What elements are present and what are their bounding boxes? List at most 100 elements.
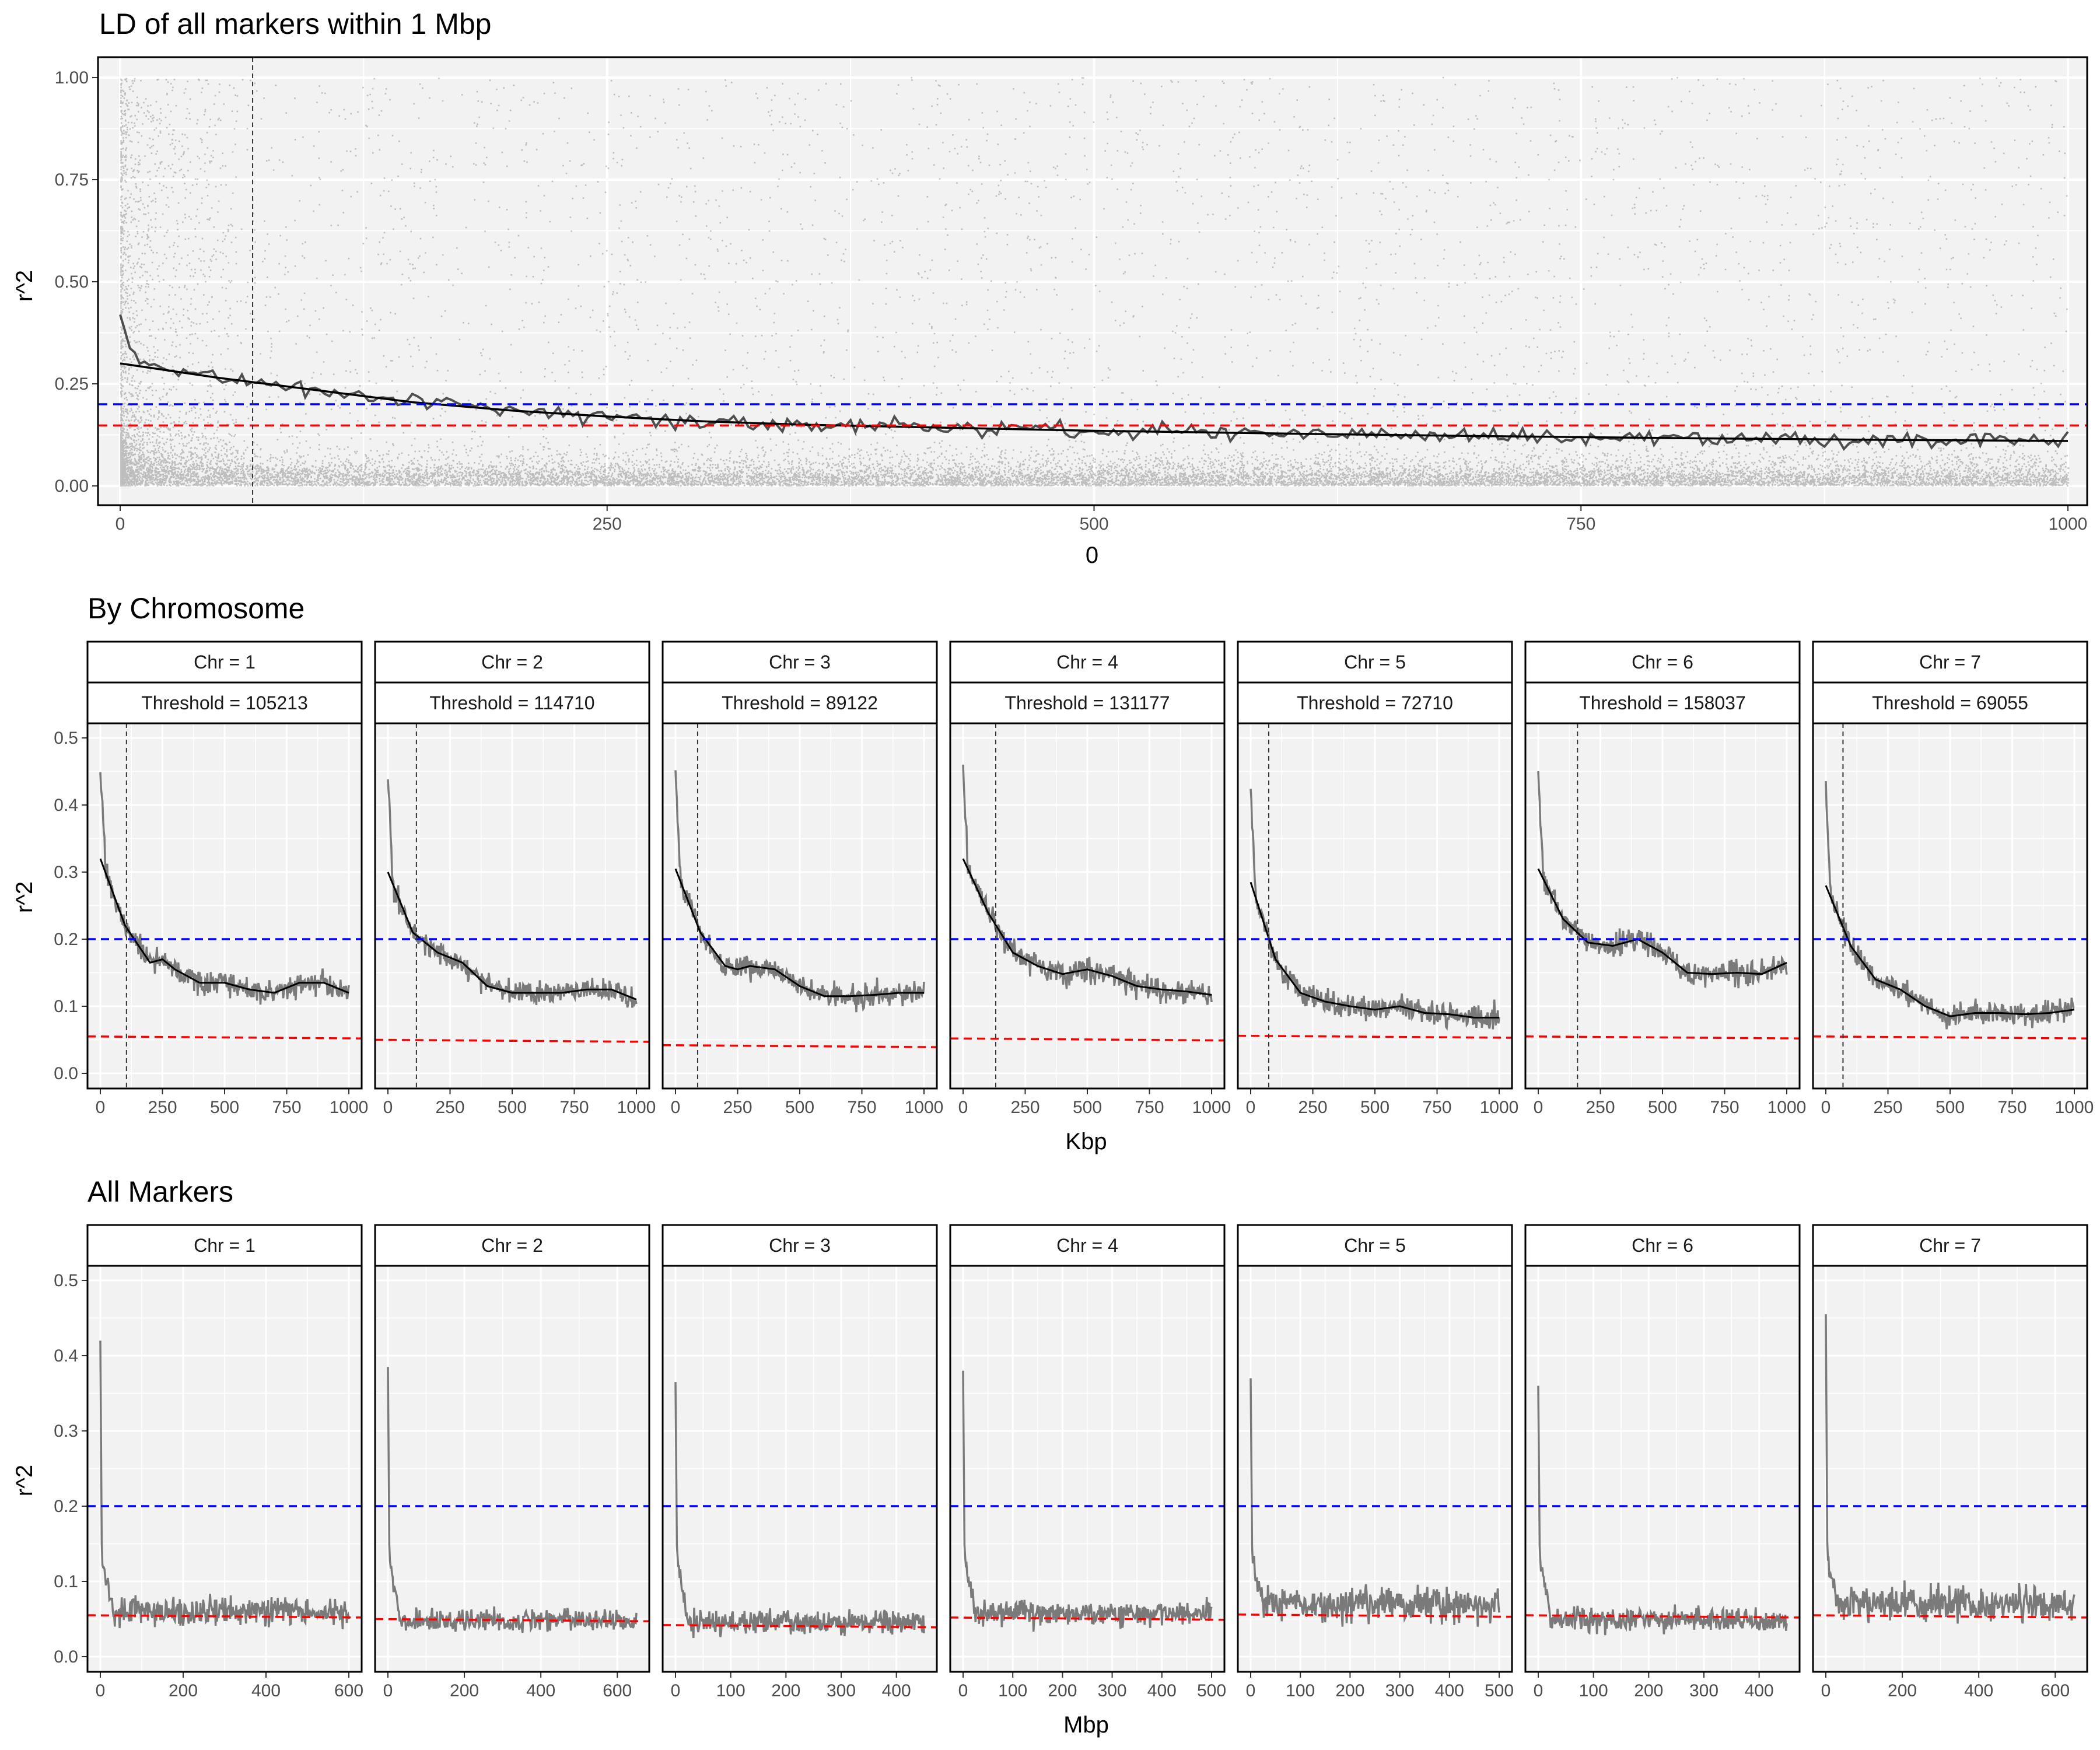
mean-r2-line (1250, 788, 1500, 1031)
x-tick-label: 0 (116, 514, 125, 534)
x-tick-label: 0 (671, 1098, 681, 1117)
facet-strip (86, 640, 363, 684)
facet-panel-6: Chr = 6 0 100 200 300 400 (1524, 1224, 1801, 1700)
x-tick-label: 500 (1073, 1098, 1102, 1117)
x-tick-label: 400 (1745, 1681, 1774, 1700)
x-tick-label: 750 (1566, 514, 1595, 534)
smooth-fit-curve (1250, 881, 1499, 1019)
panel-border (97, 56, 2088, 506)
panel-border (1524, 722, 1801, 1090)
threshold-hline-red (1525, 1614, 1800, 1619)
x-tick-label: 750 (1422, 1098, 1451, 1117)
x-tick-label: 250 (1873, 1098, 1902, 1117)
facet-strip-label: Threshold = 114710 (429, 692, 594, 713)
facet-strip (1524, 1224, 1801, 1267)
panel-border (1812, 1265, 2088, 1673)
by-chromosome-xlabel: Kbp (1065, 1129, 1107, 1154)
x-tick-label: 500 (1197, 1681, 1226, 1700)
facet-strip-label: Chr = 2 (481, 652, 543, 673)
x-tick-label: 200 (169, 1681, 198, 1700)
x-tick-label: 250 (1298, 1098, 1327, 1117)
by-chromosome-ylabel: r^2 (12, 881, 37, 913)
facet-strip-label: Chr = 5 (1344, 652, 1406, 673)
facet-panel-4: Chr = 4 Threshold = 131177 0 250 500 750 1000 (949, 640, 1231, 1117)
facet-strip (1237, 640, 1513, 684)
threshold-hline-red (374, 1038, 650, 1043)
y-tick-label: 0.75 (55, 170, 89, 190)
panel-border (949, 722, 1226, 1090)
x-tick-label: 1000 (2055, 1098, 2094, 1117)
facet-panel-4: Chr = 4 0 100 200 300 400 500 (949, 1224, 1226, 1700)
x-tick-label: 0 (96, 1098, 106, 1117)
facet-panel-5: Chr = 5 Threshold = 72710 0 250 500 750 1000 (1237, 640, 1518, 1117)
x-tick-label: 750 (1710, 1098, 1739, 1117)
facet-strip-label: Chr = 7 (1919, 1235, 1981, 1256)
threshold-hline-red (1812, 1614, 2088, 1619)
x-tick-label: 600 (603, 1681, 632, 1700)
facet-strip (86, 1224, 363, 1267)
x-tick-label: 750 (272, 1098, 301, 1117)
facet-strip-label: Chr = 2 (481, 1235, 543, 1256)
x-tick-label: 0 (958, 1098, 968, 1117)
y-tick-label: 1.00 (55, 68, 89, 88)
all-markers-title: All Markers (88, 1175, 233, 1208)
x-tick-label: 0 (96, 1681, 106, 1700)
x-tick-label: 300 (827, 1681, 856, 1700)
x-tick-label: 1000 (1192, 1098, 1231, 1117)
threshold-hline-red (662, 1044, 937, 1048)
facet-panel-3: Chr = 3 0 100 200 300 400 (662, 1224, 938, 1700)
y-tick-label: 0.00 (55, 477, 89, 496)
facet-strip-label: Threshold = 131177 (1005, 692, 1170, 713)
facet-strip-label: Chr = 7 (1919, 652, 1981, 673)
panel-border (374, 722, 650, 1090)
smooth-fit-curve (674, 868, 924, 998)
threshold-hline-red (1237, 1034, 1513, 1039)
smooth-fit-curve (120, 362, 2068, 442)
by-chromosome-panels: Chr = 1 Threshold = 105213 0 250 500 750 1000 0… (54, 640, 2094, 1117)
x-tick-label: 500 (785, 1098, 814, 1117)
x-tick-label: 750 (847, 1098, 876, 1117)
y-tick-label: 0.3 (54, 1422, 78, 1441)
panel-border (1812, 722, 2088, 1090)
mean-r2-line (387, 779, 638, 1008)
x-tick-label: 0 (383, 1098, 393, 1117)
x-tick-label: 1000 (2049, 514, 2088, 534)
facet-panel-1: Chr = 1 0 200 400 600 0.0 0.1 0.2 0.3 0.4 0.5 (54, 1224, 363, 1700)
panel-border (86, 722, 363, 1090)
mean-r2-line (1825, 781, 2075, 1030)
mean-r2-line (962, 764, 1213, 1005)
facet-panel-7: Chr = 7 0 200 400 600 (1812, 1224, 2088, 1700)
facet-strip (949, 640, 1226, 684)
smooth-fit-curve (99, 858, 349, 994)
panel-border (374, 1265, 650, 1673)
threshold-hline-red (87, 1614, 362, 1619)
facet-strip-label: Chr = 3 (769, 1235, 831, 1256)
y-tick-label: 0.1 (54, 997, 78, 1016)
y-tick-label: 0.50 (55, 272, 89, 292)
x-tick-label: 400 (1147, 1681, 1177, 1700)
facet-panel-7: Chr = 7 Threshold = 69055 0 250 500 750 1000 (1812, 640, 2094, 1117)
x-tick-label: 250 (1586, 1098, 1615, 1117)
scatter-points (120, 76, 2070, 487)
mean-r2-line (1825, 1314, 2076, 1624)
x-tick-label: 400 (526, 1681, 555, 1700)
x-tick-label: 500 (210, 1098, 239, 1117)
threshold-hline-red (950, 1616, 1225, 1621)
y-tick-label: 0.1 (54, 1572, 78, 1591)
facet-strip-label: Chr = 5 (1344, 1235, 1406, 1256)
smooth-fit-curve (1825, 885, 2075, 1017)
panel-border (662, 722, 938, 1090)
facet-strip-label: Chr = 1 (194, 1235, 256, 1256)
x-tick-label: 200 (1888, 1681, 1917, 1700)
threshold-hline-red (1812, 1035, 2088, 1040)
y-tick-label: 0.5 (54, 729, 78, 748)
x-tick-label: 0 (958, 1681, 968, 1700)
threshold-hline-red (374, 1618, 650, 1623)
facet-strip-label: Threshold = 69055 (1872, 692, 2028, 713)
x-tick-label: 1000 (617, 1098, 656, 1117)
facet-strip-label: Chr = 4 (1056, 652, 1118, 673)
mean-r2-line (1250, 1378, 1500, 1627)
panel-border (1237, 1265, 1513, 1673)
